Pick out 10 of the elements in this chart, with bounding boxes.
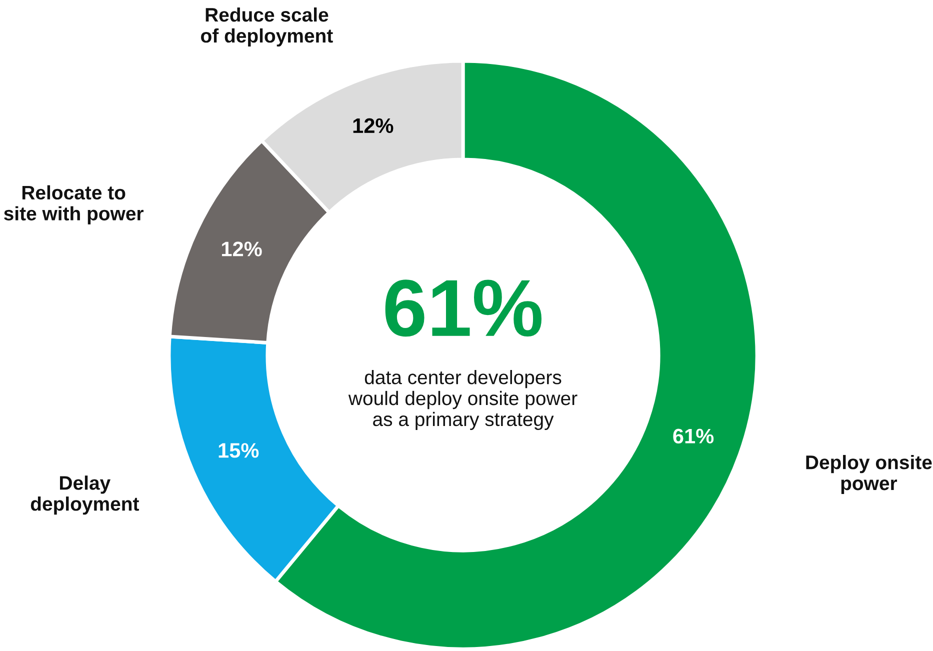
- data-label: 15%: [218, 443, 259, 458]
- slice-label: Reduce scale of deployment: [201, 7, 333, 47]
- slice-label: Relocate to site with power: [4, 185, 144, 224]
- data-label: 61%: [673, 428, 714, 444]
- data-label: 12%: [353, 118, 394, 133]
- data-label: 12%: [222, 242, 262, 256]
- text: data center developers would deploy onsite power as a primary strategy: [348, 370, 578, 430]
- slice-label: Deploy onsite power: [806, 454, 932, 494]
- text: 61%: [385, 280, 542, 337]
- slice-label: Delay deployment: [30, 476, 139, 515]
